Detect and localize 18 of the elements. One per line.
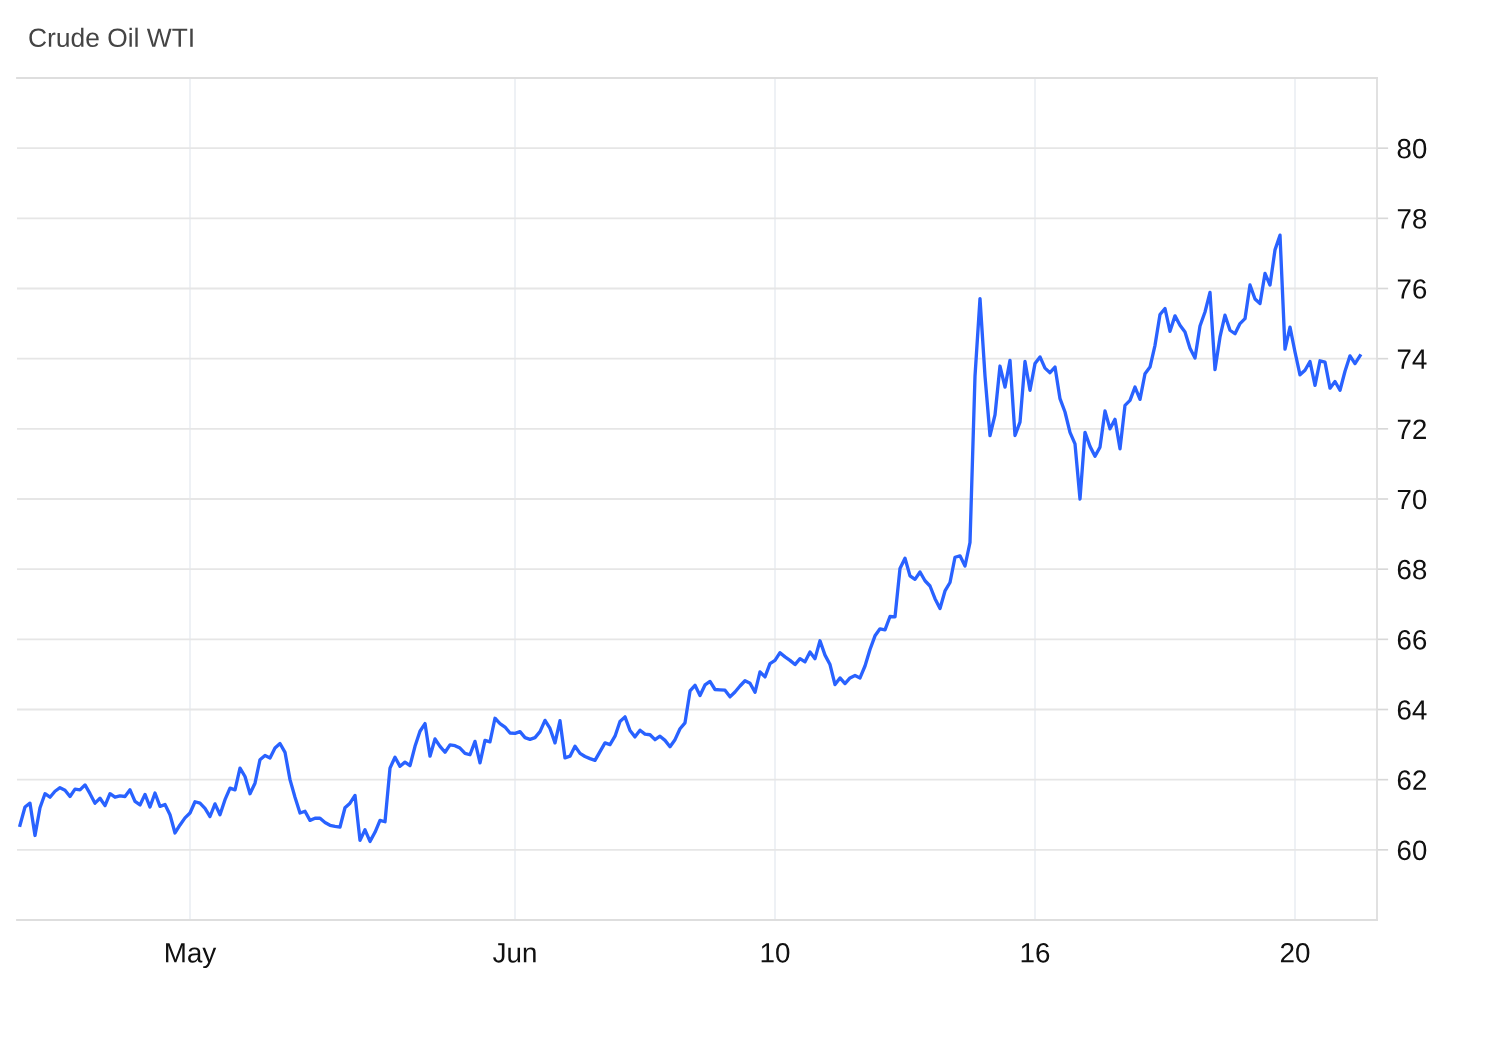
y-tick-label: 78 [1397,209,1427,229]
line-series [18,233,1362,844]
x-tick-label: 16 [1021,942,1050,963]
y-tick-label: 66 [1397,630,1427,650]
y-tick-label: 68 [1397,559,1427,580]
y-tick-label: 62 [1397,770,1426,791]
y-tick-label: 74 [1397,349,1427,369]
y-tick-label: 72 [1397,419,1426,439]
y-tick-label: 70 [1397,489,1427,510]
y-tick-label: 80 [1397,138,1427,159]
chart-title: Crude Oil WTI [29,27,193,48]
y-tick-label: 76 [1397,279,1427,299]
x-tick-label: 20 [1280,942,1310,963]
x-tick-label: May [166,943,217,969]
x-tick-label: Jun [493,943,536,963]
x-tick-label: 10 [761,942,790,963]
y-tick-label: 64 [1397,700,1427,720]
y-tick-label: 60 [1397,840,1427,861]
